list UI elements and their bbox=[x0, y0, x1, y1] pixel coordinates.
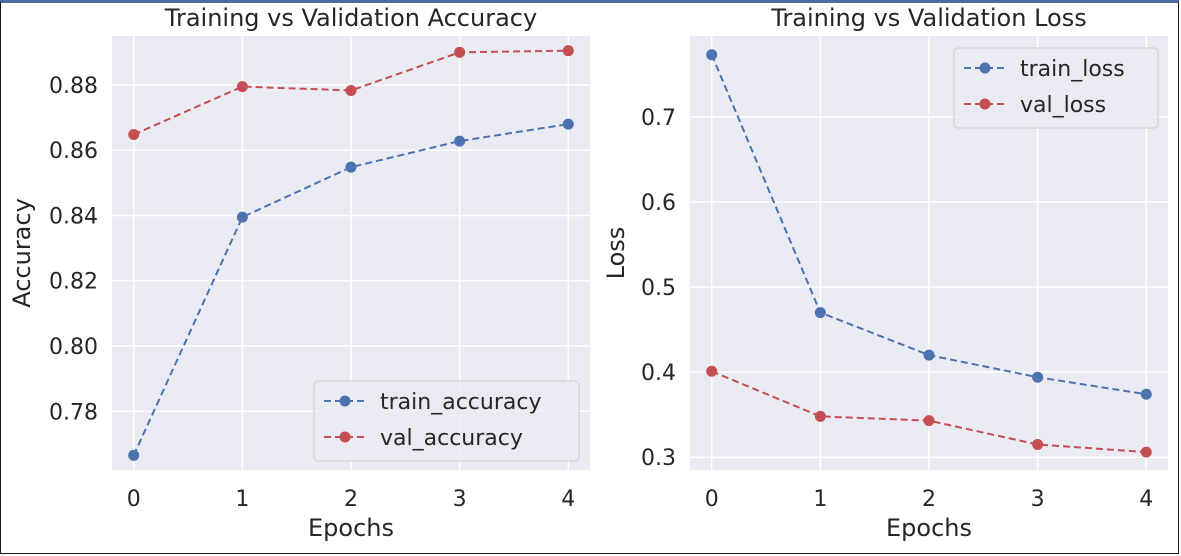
y-tick-label: 0.4 bbox=[641, 361, 676, 386]
y-tick-label: 0.88 bbox=[49, 74, 98, 99]
data-point-train_accuracy bbox=[128, 449, 140, 461]
legend-label: train_accuracy bbox=[380, 390, 541, 415]
chart-panel-1: 0 1 2 3 4 0.3 0.4 0.5 0.6 0.7 Training vs Validati… bbox=[602, 4, 1168, 542]
x-tick-label: 0 bbox=[705, 487, 719, 512]
data-point-train_loss bbox=[1032, 371, 1044, 383]
data-point-train_loss bbox=[1140, 388, 1152, 400]
legend-box bbox=[313, 380, 580, 462]
data-point-val_loss bbox=[814, 410, 826, 422]
x-tick-label: 0 bbox=[127, 487, 141, 512]
y-tick-label: 0.7 bbox=[641, 106, 676, 131]
x-tick-label: 2 bbox=[344, 487, 358, 512]
data-point-train_loss bbox=[923, 349, 935, 361]
data-point-train_accuracy bbox=[345, 161, 357, 173]
data-point-val_accuracy bbox=[345, 84, 357, 96]
data-point-train_accuracy bbox=[236, 211, 248, 223]
legend-marker bbox=[339, 431, 351, 443]
legend-marker bbox=[979, 98, 991, 110]
legend: train_loss val_loss bbox=[953, 47, 1159, 129]
legend-marker bbox=[339, 395, 351, 407]
chart-title: Training vs Validation Accuracy bbox=[164, 4, 537, 32]
data-point-val_loss bbox=[1140, 446, 1152, 458]
x-tick-label: 4 bbox=[1139, 487, 1153, 512]
x-tick-label: 2 bbox=[922, 487, 936, 512]
legend: train_accuracy val_accuracy bbox=[313, 380, 580, 462]
legend-box bbox=[953, 47, 1159, 129]
data-point-val_loss bbox=[923, 415, 935, 427]
y-tick-label: 0.86 bbox=[49, 139, 98, 164]
series-line-val_accuracy bbox=[133, 49, 569, 136]
data-point-train_accuracy bbox=[454, 135, 466, 147]
y-tick-label: 0.6 bbox=[641, 191, 676, 216]
chart-title: Training vs Validation Loss bbox=[770, 4, 1086, 32]
data-point-train_loss bbox=[706, 49, 718, 61]
y-tick-label: 0.80 bbox=[49, 335, 98, 360]
y-tick-label: 0.84 bbox=[49, 204, 98, 229]
data-point-val_accuracy bbox=[236, 81, 248, 93]
legend-marker bbox=[979, 62, 991, 74]
y-tick-label: 0.3 bbox=[641, 446, 676, 471]
data-point-train_loss bbox=[814, 307, 826, 319]
data-point-val_loss bbox=[1032, 438, 1044, 450]
data-point-val_loss bbox=[706, 365, 718, 377]
data-point-val_accuracy bbox=[454, 46, 466, 58]
x-tick-label: 4 bbox=[561, 487, 575, 512]
data-point-train_accuracy bbox=[562, 118, 574, 130]
chart-panel-0: 0 1 2 3 4 0.78 0.80 0.82 0.84 0.86 0.88 Training vs… bbox=[8, 4, 590, 542]
y-tick-label: 0.82 bbox=[49, 270, 98, 295]
legend-label: val_loss bbox=[1020, 93, 1106, 118]
x-tick-label: 1 bbox=[813, 487, 827, 512]
y-tick-label: 0.5 bbox=[641, 276, 676, 301]
series-line-train_accuracy bbox=[132, 123, 569, 456]
legend-label: train_loss bbox=[1020, 57, 1125, 82]
data-point-val_accuracy bbox=[562, 45, 574, 57]
y-axis-label: Loss bbox=[602, 227, 630, 280]
x-tick-label: 1 bbox=[235, 487, 249, 512]
data-point-val_accuracy bbox=[128, 129, 140, 141]
legend-label: val_accuracy bbox=[380, 426, 523, 451]
x-axis-label: Epochs bbox=[886, 514, 972, 542]
x-axis-label: Epochs bbox=[308, 514, 394, 542]
y-tick-label: 0.78 bbox=[49, 400, 98, 425]
x-tick-label: 3 bbox=[1031, 487, 1045, 512]
x-tick-label: 3 bbox=[453, 487, 467, 512]
y-axis-label: Accuracy bbox=[8, 198, 36, 308]
